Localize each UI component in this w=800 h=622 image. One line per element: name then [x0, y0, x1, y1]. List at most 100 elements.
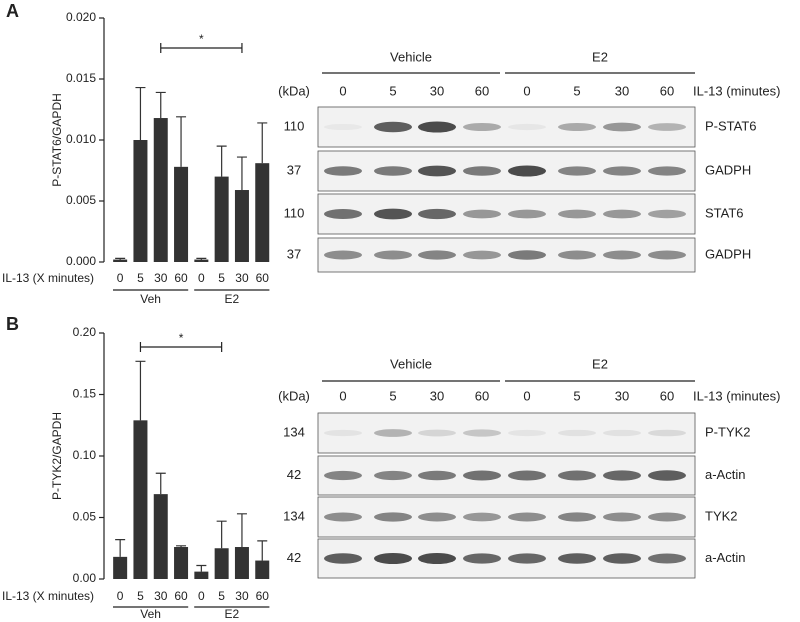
protein-label: STAT6: [705, 205, 744, 220]
x-tick-label: 30: [154, 589, 168, 603]
lane-label: 30: [615, 388, 629, 403]
bar: [255, 560, 270, 579]
blot-band: [374, 552, 412, 565]
blot-band: [418, 470, 456, 481]
lane-label: 0: [339, 83, 346, 98]
blot-band: [463, 122, 501, 132]
x-tick-label: 0: [117, 271, 124, 285]
blot-band: [463, 166, 501, 176]
lane-label: 30: [430, 83, 444, 98]
bar: [153, 118, 168, 262]
blot-band: [648, 166, 686, 176]
x-tick-label: 0: [198, 589, 205, 603]
blot-band: [418, 250, 456, 260]
blot-band: [603, 209, 641, 219]
panel-letter: A: [6, 1, 19, 21]
blot-band: [324, 512, 362, 522]
blot-band: [558, 250, 596, 260]
group-label: Veh: [140, 292, 161, 306]
significance-label: *: [199, 32, 204, 46]
blot-band: [374, 470, 412, 481]
blot-band: [463, 553, 501, 564]
y-tick-label: 0.00: [73, 571, 97, 585]
lane-label: 60: [660, 83, 674, 98]
error-bar: [216, 520, 227, 549]
error-bar: [236, 513, 247, 548]
bar: [133, 420, 148, 579]
lane-label: 5: [573, 388, 580, 403]
bar: [234, 547, 249, 579]
y-tick-label: 0.005: [66, 193, 96, 207]
blot-band: [603, 122, 641, 132]
x-tick-label: 0: [117, 589, 124, 603]
bar: [214, 176, 229, 262]
blot-band: [603, 429, 641, 437]
blot-band: [463, 209, 501, 219]
blot-band: [508, 470, 546, 481]
x-tick-label: 30: [235, 589, 249, 603]
y-axis-label: P-TYK2/GAPDH: [50, 412, 64, 500]
condition-label: Vehicle: [390, 356, 432, 371]
kda-label: 42: [287, 550, 301, 565]
blot-band: [508, 165, 546, 177]
blot-band: [463, 512, 501, 522]
error-bar: [257, 122, 268, 164]
blot-band: [648, 512, 686, 522]
x-tick-label: 5: [137, 271, 144, 285]
bar: [153, 494, 168, 579]
x-tick-label: 5: [218, 589, 225, 603]
error-bar: [196, 257, 207, 260]
protein-label: a-Actin: [705, 550, 745, 565]
lane-label: 5: [573, 83, 580, 98]
bar: [234, 190, 249, 262]
bar: [174, 166, 189, 262]
blot-band: [508, 123, 546, 131]
blot-band: [648, 429, 686, 437]
bar: [133, 140, 148, 262]
bar: [255, 163, 270, 262]
blot-band: [374, 512, 412, 522]
blot-band: [418, 208, 456, 220]
blot-band: [508, 553, 546, 564]
x-tick-label: 60: [256, 589, 270, 603]
lane-label: 0: [339, 388, 346, 403]
blot-band: [603, 553, 641, 564]
x-tick-label: 5: [137, 589, 144, 603]
y-tick-label: 0.010: [66, 132, 96, 146]
y-tick-label: 0.20: [73, 325, 97, 339]
blot-band: [324, 553, 362, 564]
error-bar: [115, 539, 126, 557]
blot-band: [463, 429, 501, 437]
blot-band: [324, 123, 362, 131]
error-bar: [135, 86, 146, 140]
error-bar: [257, 540, 268, 561]
error-bar: [176, 116, 187, 167]
blot-band: [324, 209, 362, 219]
blot-band: [418, 165, 456, 177]
blot-band: [508, 250, 546, 260]
lane-label: 30: [615, 83, 629, 98]
kda-label: 134: [283, 508, 305, 523]
blot-band: [374, 166, 412, 176]
blot-band: [648, 123, 686, 131]
group-label: E2: [224, 292, 239, 306]
lane-label: 30: [430, 388, 444, 403]
y-tick-label: 0.015: [66, 71, 96, 85]
panel-letter: B: [6, 314, 19, 334]
error-bar: [196, 564, 207, 572]
blot-band: [508, 209, 546, 219]
y-tick-label: 0.05: [73, 510, 97, 524]
y-tick-label: 0.000: [66, 254, 96, 268]
group-label: E2: [224, 607, 239, 621]
error-bar: [155, 91, 166, 119]
blot-band: [558, 209, 596, 219]
lane-label: 5: [389, 83, 396, 98]
condition-label: E2: [592, 356, 608, 371]
blot-band: [603, 166, 641, 176]
kda-label: 37: [287, 162, 301, 177]
protein-label: P-TYK2: [705, 424, 751, 439]
x-tick-label: 0: [198, 271, 205, 285]
lane-label: 60: [660, 388, 674, 403]
blot-band: [648, 470, 686, 481]
